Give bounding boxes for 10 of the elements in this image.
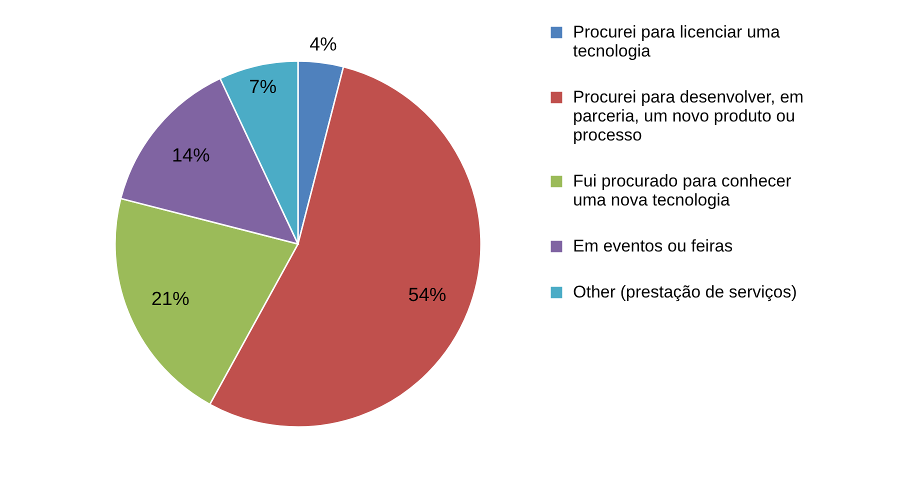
- legend-label: Procurei para licenciar uma tecnologia: [573, 22, 780, 60]
- legend-label: Other (prestação de serviços): [573, 282, 797, 302]
- legend-label: Em eventos ou feiras: [573, 236, 733, 256]
- legend-label: Procurei para desenvolver, em parceria, um novo produto ou processo: [573, 88, 804, 144]
- data-label: 54%: [408, 285, 446, 306]
- data-label: 14%: [172, 145, 210, 166]
- legend-label: Fui procurado para conhecer uma nova tecnologia: [573, 172, 792, 210]
- data-label: 4%: [309, 34, 338, 56]
- data-label: 7%: [249, 76, 277, 98]
- data-label: 21%: [151, 289, 190, 310]
